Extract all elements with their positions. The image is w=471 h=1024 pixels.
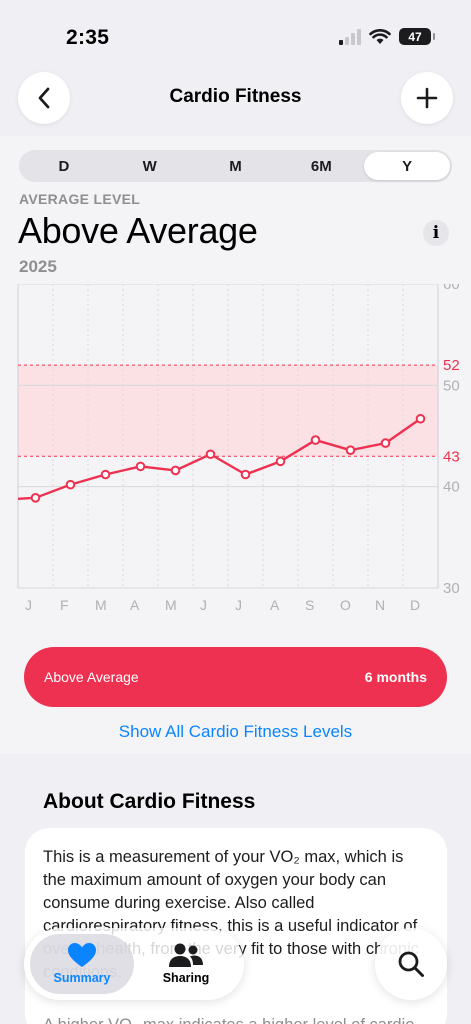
tab-bar: Summary Sharing [24,928,244,1000]
data-point [415,413,426,424]
segment-six-months[interactable]: 6M [310,157,332,175]
info-button[interactable]: i [423,220,449,246]
heart-icon [68,943,96,967]
average-level-label: AVERAGE LEVEL [19,191,141,207]
page-title: Cardio Fitness [169,86,302,107]
data-point [205,449,216,460]
tab-summary-label: Summary [53,971,111,985]
about-title: About Cardio Fitness [43,790,256,813]
y-tick-label: 30 [443,580,460,597]
y-tick-label: 60 [443,284,460,293]
x-tick-label: J [200,597,207,613]
data-point [380,438,391,448]
x-tick-label: J [25,597,32,613]
data-point [135,461,146,472]
data-point [170,465,181,476]
show-all-levels-link[interactable]: Show All Cardio Fitness Levels [118,722,353,741]
band-label: 43 [443,448,460,465]
y-tick-label: 40 [443,479,460,496]
search-icon [398,951,424,977]
x-tick-label: J [235,597,242,613]
people-icon [169,943,203,967]
status-bar: 2:35 47 [0,0,471,72]
nav-bar: Cardio Fitness [0,72,471,136]
x-tick-label: N [375,597,385,613]
segment-month[interactable]: M [229,157,242,175]
data-point [275,456,286,467]
band-label: 52 [443,357,460,374]
chart-svg[interactable]: 30 40 50 60 52 43 J F M A M J J A S O N D [0,284,471,619]
cardio-fitness-chart[interactable]: 30 40 50 60 52 43 J F M A M J J A S O N D [0,284,471,619]
level-pill[interactable]: Above Average 6 months [24,647,447,707]
status-icons: 47 [339,28,435,45]
battery-icon: 47 [399,28,435,45]
x-tick-label: M [165,597,177,613]
tab-summary[interactable]: Summary [30,934,134,994]
data-point [240,469,251,480]
segment-week[interactable]: W [142,157,157,175]
tab-sharing-label: Sharing [162,971,210,985]
x-tick-label: F [60,597,69,613]
cellular-signal-icon [339,28,361,45]
back-button[interactable] [18,72,70,124]
x-tick-label: D [410,597,420,613]
data-point [310,435,321,445]
plus-icon [416,87,438,109]
x-tick-label: M [95,597,107,613]
x-tick-label: A [130,597,140,613]
status-time: 2:35 [66,26,110,49]
period-label: 2025 [19,257,57,276]
x-tick-label: S [305,597,314,613]
x-tick-label: A [270,597,280,613]
segment-day[interactable]: D [58,157,70,175]
add-button[interactable] [401,72,453,124]
data-point [30,493,41,503]
data-point [65,479,76,490]
data-point [345,445,356,455]
chevron-left-icon [38,87,50,109]
y-tick-label: 50 [443,377,460,394]
x-tick-label: O [340,597,351,613]
level-pill-duration: 6 months [364,669,427,685]
tab-sharing[interactable]: Sharing [134,934,238,994]
data-point [100,469,111,480]
search-button[interactable] [375,928,447,1000]
level-pill-label: Above Average [44,669,139,685]
about-paragraph-2: A higher VO₂ max indicates a higher leve… [43,1014,429,1024]
main-card: D W M 6M Y AVERAGE LEVEL Above Average i… [0,136,471,754]
wifi-icon [369,28,391,44]
time-range-control: D W M 6M Y [19,150,452,182]
segment-year[interactable]: Y [364,152,450,180]
level-title: Above Average [18,210,258,251]
info-icon: i [432,223,440,243]
